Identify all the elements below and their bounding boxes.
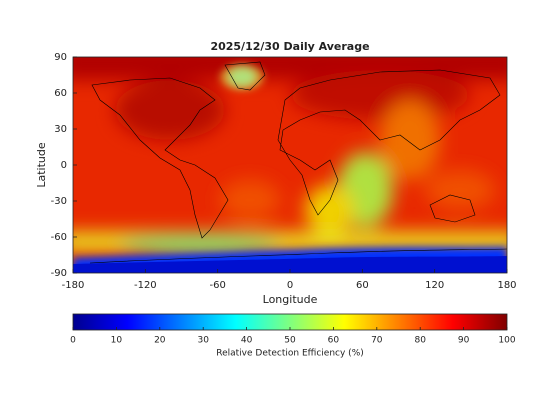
- colorbar-tick-label: 40: [241, 336, 253, 346]
- colorbar-tick-label: 70: [371, 336, 383, 346]
- colorbar-tick-label: 10: [111, 336, 123, 346]
- x-axis-label: Longitude: [263, 293, 318, 306]
- y-tick-label: -90: [51, 268, 67, 279]
- y-tick-label: 90: [54, 52, 67, 63]
- map-field: [73, 57, 507, 273]
- chart-title: 2025/12/30 Daily Average: [210, 40, 369, 53]
- x-tick-label: 180: [497, 280, 516, 291]
- y-tick-label: 60: [54, 88, 67, 99]
- y-tick-label: 30: [54, 124, 67, 135]
- x-tick-label: -120: [134, 280, 157, 291]
- colorbar-tick-label: 60: [328, 336, 340, 346]
- colorbar-tick-label: 30: [197, 336, 209, 346]
- coastlines: [89, 61, 507, 264]
- colorbar-label: Relative Detection Efficiency (%): [216, 349, 364, 359]
- y-axis-label: Latitude: [35, 142, 48, 188]
- x-tick-label: 0: [287, 280, 293, 291]
- y-tick-label: -60: [51, 232, 67, 243]
- x-tick-label: 120: [425, 280, 444, 291]
- x-tick-label: -180: [62, 280, 85, 291]
- x-tick-label: -60: [209, 280, 225, 291]
- colorbar-tick-label: 90: [458, 336, 470, 346]
- colorbar-tick-label: 20: [154, 336, 166, 346]
- y-tick-label: -30: [51, 196, 67, 207]
- colorbar-tick-label: 100: [498, 336, 515, 346]
- colorbar-tick-label: 80: [414, 336, 426, 346]
- colorbar-tick-label: 50: [284, 336, 296, 346]
- colorbar-tick-label: 0: [70, 336, 76, 346]
- x-tick-label: 60: [356, 280, 369, 291]
- y-tick-label: 0: [61, 160, 67, 171]
